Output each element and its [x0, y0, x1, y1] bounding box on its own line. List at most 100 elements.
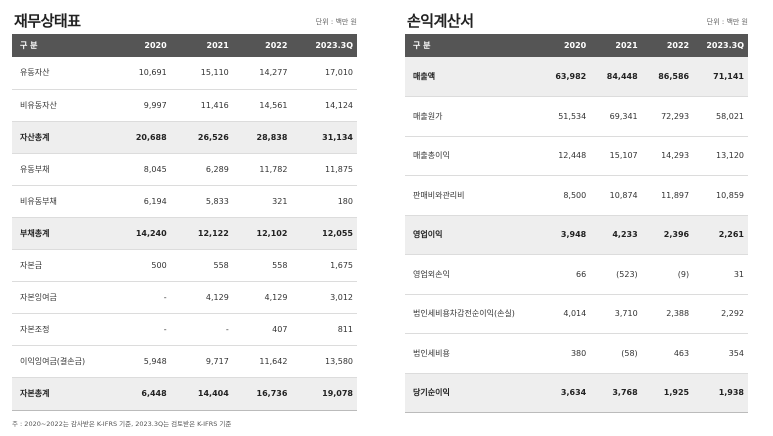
cell-value: 63,982: [535, 57, 591, 97]
cell-value: 58,021: [693, 96, 748, 137]
cell-value: 86,586: [641, 57, 694, 97]
income-statement-body: 매출액 63,982 84,448 86,586 71,141 매출원가 51,534 69,…: [405, 57, 748, 413]
row-label: 매출총이익: [405, 136, 536, 176]
row-label: 법인세비용차감전순이익(손실): [405, 294, 536, 334]
table-row: 자본총계 6,448 14,404 16,736 19,078: [12, 377, 357, 411]
cell-value: 14,124: [291, 89, 357, 122]
cell-value: 500: [108, 249, 171, 283]
row-label: 자본잉여금: [12, 281, 109, 315]
balance-sheet-panel: 재무상태표 단위 : 백만 원 구 분 2020 2021 2022 2023.…: [12, 0, 357, 411]
cell-value: 69,341: [590, 96, 642, 137]
cell-value: 3,012: [291, 281, 357, 315]
cell-value: 6,194: [108, 185, 171, 218]
cell-value: 15,107: [590, 136, 642, 176]
cell-value: -: [170, 313, 233, 347]
footnote: 주 : 2020~2022는 감사받은 K-IFRS 기준, 2023.3Q는 …: [12, 420, 232, 428]
row-label: 자본조정: [12, 313, 109, 347]
cell-value: 1,675: [291, 249, 357, 283]
cell-value: 31,134: [291, 121, 357, 154]
cell-value: 9,997: [108, 89, 171, 122]
income-statement-table: 구 분 2020 2021 2022 2023.3Q 매출액 63,982 84,4…: [405, 34, 748, 413]
table-row: 부채총계 14,240 12,122 12,102 12,055: [12, 217, 357, 251]
table-row: 판매비와관리비 8,500 10,874 11,897 10,859: [405, 175, 748, 216]
cell-value: 31: [693, 254, 748, 295]
column-header: 2023.3Q: [706, 41, 744, 50]
table-row: 법인세비용차감전순이익(손실) 4,014 3,710 2,388 2,292: [405, 294, 748, 334]
column-header: 구 분: [20, 41, 38, 50]
cell-value: 26,526: [170, 121, 233, 154]
cell-value: 14,561: [232, 89, 292, 122]
cell-value: 2,292: [693, 294, 748, 334]
table-row: 영업외손익 66 (523) (9) 31: [405, 254, 748, 295]
income-statement-unit: 단위 : 백만 원: [706, 18, 748, 26]
cell-value: 8,500: [535, 175, 591, 216]
cell-value: 12,055: [291, 217, 357, 251]
cell-value: 463: [641, 333, 694, 374]
cell-value: 354: [693, 333, 748, 374]
balance-sheet-title: 재무상태표: [14, 12, 81, 30]
cell-value: 14,404: [170, 377, 233, 411]
row-label: 유동부채: [12, 153, 109, 186]
row-label: 유동자산: [12, 57, 109, 90]
cell-value: 84,448: [590, 57, 642, 97]
table-row: 법인세비용 380 (58) 463 354: [405, 333, 748, 374]
cell-value: 14,293: [641, 136, 694, 176]
table-row: 자본금 500 558 558 1,675: [12, 249, 357, 283]
column-header: 2023.3Q: [315, 41, 353, 50]
row-label: 매출원가: [405, 96, 536, 137]
row-label: 자본총계: [12, 377, 109, 411]
cell-value: 1,938: [693, 373, 748, 413]
table-header-row: 구 분 2020 2021 2022 2023.3Q: [405, 34, 748, 57]
cell-value: 10,874: [590, 175, 642, 216]
row-label: 이익잉여금(결손금): [12, 345, 109, 379]
cell-value: 4,129: [232, 281, 292, 315]
column-header: 2022: [666, 41, 690, 50]
cell-value: 11,875: [291, 153, 357, 186]
cell-value: 3,634: [535, 373, 591, 413]
row-label: 부채총계: [12, 217, 109, 251]
cell-value: 1,925: [641, 373, 694, 413]
column-header: 2021: [615, 41, 638, 50]
cell-value: 380: [535, 333, 591, 374]
row-label: 비유동자산: [12, 89, 109, 122]
table-row: 자본조정 - -407 811: [12, 313, 357, 347]
cell-value: 2,388: [641, 294, 694, 334]
cell-value: 11,782: [232, 153, 292, 186]
cell-value: 407: [232, 313, 292, 347]
cell-value: 3,710: [590, 294, 642, 334]
income-statement-title: 손익계산서: [407, 12, 474, 30]
row-label: 영업외손익: [405, 254, 536, 295]
cell-value: 4,129: [170, 281, 233, 315]
cell-value: 6,448: [108, 377, 171, 411]
balance-sheet-body: 유동자산 10,691 15,110 14,277 17,010 비유동자산 9,997 11…: [12, 57, 357, 411]
balance-sheet-header: 재무상태표 단위 : 백만 원: [12, 0, 357, 34]
cell-value: 2,261: [693, 215, 748, 255]
cell-value: 11,642: [232, 345, 292, 379]
cell-value: (58): [590, 333, 642, 374]
table-row: 유동부채 8,045 6,289 11,782 11,875: [12, 153, 357, 186]
column-header: 구 분: [413, 41, 431, 50]
table-row: 자산총계 20,688 26,526 28,838 31,134: [12, 121, 357, 154]
cell-value: 14,277: [232, 57, 292, 90]
cell-value: 10,859: [693, 175, 748, 216]
table-row: 매출총이익 12,448 15,107 14,293 13,120: [405, 136, 748, 176]
table-row: 비유동자산 9,997 11,416 14,561 14,124: [12, 89, 357, 122]
table-row: 이익잉여금(결손금) 5,948 9,717 11,642 13,580: [12, 345, 357, 379]
cell-value: 8,045: [108, 153, 171, 186]
cell-value: 51,534: [535, 96, 591, 137]
row-label: 자산총계: [12, 121, 109, 154]
row-label: 영업이익: [405, 215, 536, 255]
cell-value: 811: [291, 313, 357, 347]
cell-value: 5,948: [108, 345, 171, 379]
cell-value: 12,448: [535, 136, 591, 176]
cell-value: 16,736: [232, 377, 292, 411]
cell-value: 6,289: [170, 153, 233, 186]
cell-value: 71,141: [693, 57, 748, 97]
cell-value: 15,110: [170, 57, 233, 90]
cell-value: 17,010: [291, 57, 357, 90]
cell-value: (523): [590, 254, 642, 295]
cell-value: 180: [291, 185, 357, 218]
column-header: 2020: [144, 41, 167, 50]
income-statement-panel: 손익계산서 단위 : 백만 원 구 분 2020 2021 2022 2023.…: [405, 0, 748, 413]
cell-value: 321: [232, 185, 292, 218]
